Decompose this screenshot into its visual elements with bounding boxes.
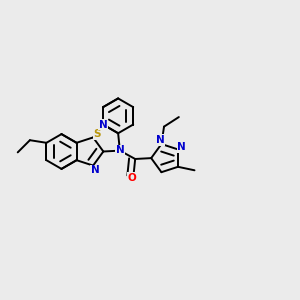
Text: S: S xyxy=(93,129,101,139)
Text: N: N xyxy=(155,135,164,145)
Text: N: N xyxy=(91,165,99,176)
Text: O: O xyxy=(127,173,136,183)
Text: N: N xyxy=(99,119,107,130)
Text: N: N xyxy=(116,145,124,155)
Text: N: N xyxy=(178,142,186,152)
